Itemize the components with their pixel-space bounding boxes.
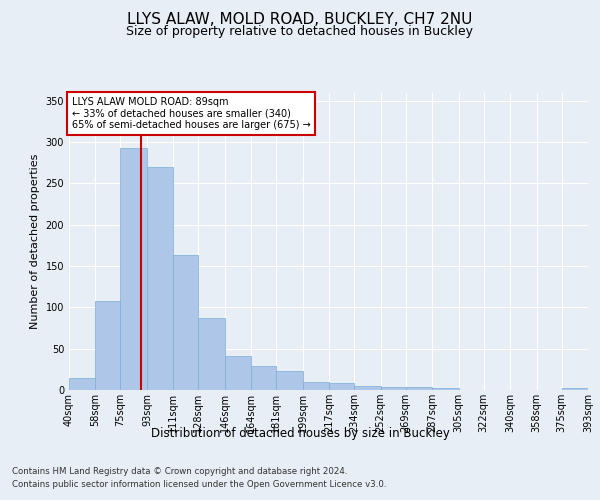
Text: Size of property relative to detached houses in Buckley: Size of property relative to detached ho… [127, 25, 473, 38]
Bar [121, 148, 147, 390]
Bar [277, 371, 303, 390]
Text: Contains HM Land Registry data © Crown copyright and database right 2024.: Contains HM Land Registry data © Crown c… [12, 468, 347, 476]
Bar [354, 386, 380, 390]
Text: LLYS ALAW MOLD ROAD: 89sqm
← 33% of detached houses are smaller (340)
65% of sem: LLYS ALAW MOLD ROAD: 89sqm ← 33% of deta… [71, 97, 310, 130]
Bar [225, 356, 251, 390]
Text: LLYS ALAW, MOLD ROAD, BUCKLEY, CH7 2NU: LLYS ALAW, MOLD ROAD, BUCKLEY, CH7 2NU [127, 12, 473, 28]
Bar [173, 256, 199, 390]
Bar [406, 386, 432, 390]
Bar [303, 382, 329, 390]
Bar [251, 366, 277, 390]
Bar [69, 378, 95, 390]
Bar [95, 300, 121, 390]
Bar [380, 386, 406, 390]
Text: Distribution of detached houses by size in Buckley: Distribution of detached houses by size … [151, 428, 449, 440]
Bar [147, 167, 173, 390]
Bar [562, 388, 588, 390]
Text: Contains public sector information licensed under the Open Government Licence v3: Contains public sector information licen… [12, 480, 386, 489]
Y-axis label: Number of detached properties: Number of detached properties [30, 154, 40, 329]
Bar [432, 388, 458, 390]
Bar [329, 384, 354, 390]
Bar [199, 318, 225, 390]
